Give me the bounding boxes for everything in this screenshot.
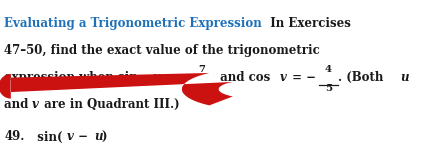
Text: Evaluating a Trigonometric Expression: Evaluating a Trigonometric Expression	[4, 17, 262, 30]
Text: u: u	[400, 71, 409, 84]
Text: 49.: 49.	[4, 130, 25, 144]
Text: ): )	[102, 130, 107, 144]
Text: v: v	[32, 98, 39, 111]
Text: 4: 4	[325, 65, 332, 74]
Text: expression when sin: expression when sin	[4, 71, 142, 84]
Text: . (Both: . (Both	[338, 71, 387, 84]
Text: 7: 7	[199, 65, 206, 74]
Text: 47–50, find the exact value of the trigonometric: 47–50, find the exact value of the trigo…	[4, 44, 320, 57]
Text: v: v	[280, 71, 287, 84]
Text: = −: = −	[162, 71, 191, 84]
Text: u: u	[152, 71, 161, 84]
Text: and: and	[4, 98, 33, 111]
Polygon shape	[0, 73, 233, 105]
Text: v: v	[67, 130, 74, 144]
Text: u: u	[94, 130, 103, 144]
Text: In Exercises: In Exercises	[262, 17, 350, 30]
Text: 25: 25	[195, 84, 209, 93]
Text: = −: = −	[288, 71, 317, 84]
Text: 5: 5	[325, 84, 332, 93]
Text: sin(: sin(	[29, 130, 63, 144]
Text: are in Quadrant III.): are in Quadrant III.)	[40, 98, 180, 111]
Text: −: −	[74, 130, 93, 144]
Text: and cos: and cos	[216, 71, 275, 84]
